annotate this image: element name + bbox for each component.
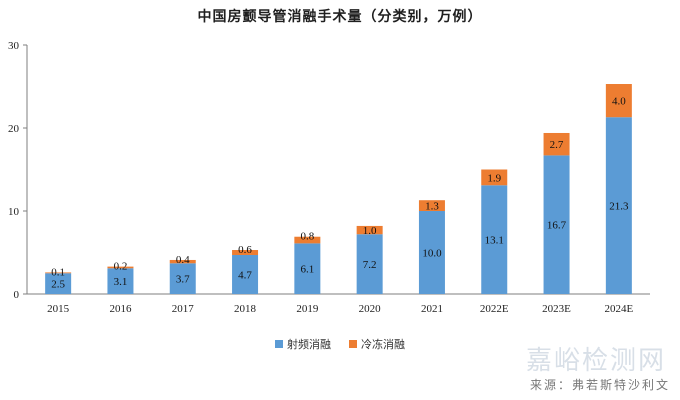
- bar-rf: [418, 211, 445, 294]
- bar-rf: [481, 185, 508, 294]
- bar-rf: [605, 117, 632, 295]
- bar-cryo: [418, 200, 445, 211]
- watermark-text: 嘉峪检测网: [525, 346, 666, 376]
- bar-rf: [232, 254, 259, 294]
- bar-cryo: [356, 225, 383, 235]
- legend-label-cryo: 冷冻消融: [361, 338, 405, 351]
- x-tick-label: 2021: [421, 303, 443, 315]
- value-label-cryo: 1.0: [363, 225, 377, 237]
- bar-rf: [294, 243, 321, 294]
- value-label-cryo: 0.6: [238, 244, 252, 256]
- value-label-rf: 16.7: [547, 220, 567, 232]
- bar-rf: [45, 273, 72, 294]
- y-tick-label: 30: [8, 40, 20, 52]
- legend-swatch-rf: [275, 340, 283, 348]
- x-tick-label: 2024E: [604, 303, 633, 315]
- value-label-cryo: 0.2: [114, 261, 128, 273]
- bar-cryo: [294, 236, 321, 244]
- bar-rf: [356, 234, 383, 294]
- x-tick-label: 2023E: [542, 303, 571, 315]
- value-label-cryo: 1.3: [425, 201, 439, 213]
- x-tick-label: 2015: [47, 303, 70, 315]
- x-tick-label: 2018: [234, 303, 257, 315]
- bar-cryo: [169, 259, 196, 264]
- bar-rf: [107, 268, 134, 294]
- x-tick-label: 2016: [109, 303, 132, 315]
- value-label-rf: 6.1: [300, 264, 314, 276]
- x-tick-label: 2017: [172, 303, 195, 315]
- value-label-rf: 7.2: [363, 259, 377, 271]
- legend-item-cryo: 冷冻消融: [349, 336, 405, 352]
- value-label-cryo: 1.9: [487, 172, 501, 184]
- chart-labels: 2.50.1 3.1 0.2 3.7 0.4 4.7 0.6 6.1 0.8 7.2 1.0 10.0…: [51, 96, 629, 291]
- bar-cryo: [481, 169, 508, 186]
- legend: 射频消融 冷冻消融: [0, 336, 680, 352]
- chart-axes: 0 10 20 30 2015 2016 2017 2018 2019 2020 2021 2022E…: [8, 40, 650, 315]
- value-label-rf: 21.3: [609, 201, 629, 213]
- y-tick-label: 0: [14, 289, 20, 301]
- value-label-cryo: 0.4: [176, 254, 190, 266]
- source-note: 来源：弗若斯特沙利文: [529, 378, 670, 392]
- bar-cryo: [232, 250, 259, 255]
- value-label-rf: 4.7: [238, 269, 252, 281]
- value-label-cryo: 2.7: [550, 139, 564, 151]
- y-tick-label: 20: [8, 123, 20, 135]
- bar-cryo: [543, 132, 570, 156]
- value-label-rf: 13.1: [485, 235, 504, 247]
- bar-cryo: [605, 84, 632, 118]
- legend-label-rf: 射频消融: [287, 338, 331, 351]
- bar-rf: [169, 263, 196, 294]
- value-label-rf: 3.1: [114, 276, 128, 288]
- value-label-rf: 10.0: [422, 248, 442, 260]
- x-tick-label: 2019: [296, 303, 319, 315]
- value-label-cryo: 0.8: [300, 231, 314, 243]
- chart-bars: [45, 84, 632, 295]
- x-tick-label: 2020: [359, 303, 382, 315]
- value-label-cryo: 0.1: [51, 266, 65, 278]
- x-tick-label: 2022E: [480, 303, 509, 315]
- bar-cryo: [107, 266, 134, 269]
- value-label-cryo: 4.0: [612, 96, 626, 108]
- y-tick-label: 10: [8, 206, 20, 218]
- legend-swatch-cryo: [349, 340, 357, 348]
- bar-rf: [543, 155, 570, 294]
- legend-item-rf: 射频消融: [275, 336, 331, 352]
- chart-title: 中国房颤导管消融手术量（分类别，万例）: [197, 9, 483, 25]
- bar-cryo: [45, 272, 72, 274]
- value-label-rf: 2.5: [51, 279, 65, 291]
- value-label-rf: 3.7: [176, 274, 190, 286]
